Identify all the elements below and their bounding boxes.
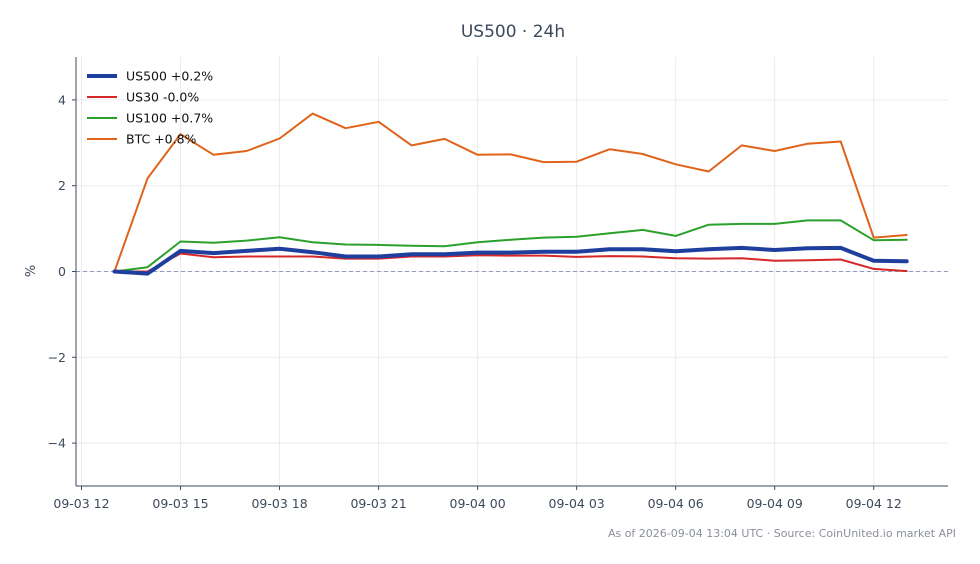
series-lines xyxy=(112,112,909,276)
x-tick-label: 09-03 21 xyxy=(350,496,406,511)
y-tick-label: 4 xyxy=(58,92,66,107)
series-line-1 xyxy=(112,245,909,276)
series-line-3 xyxy=(113,219,908,273)
y-ticks: −4 −2 0 2 4 xyxy=(48,92,76,451)
legend: US500 +0.2% US30 -0.0% US100 +0.7% BTC +0.8… xyxy=(87,69,213,147)
x-tick-label: 09-04 00 xyxy=(450,496,506,511)
x-tick-label: 09-04 12 xyxy=(846,496,902,511)
y-tick-label: −2 xyxy=(48,350,66,365)
x-tick-label: 09-04 09 xyxy=(747,496,803,511)
y-tick-label: −4 xyxy=(48,436,66,451)
chart-title: US500 · 24h xyxy=(461,22,565,42)
y-tick-label: 0 xyxy=(58,264,66,279)
source-footer: As of 2026-09-04 13:04 UTC · Source: Coi… xyxy=(608,527,956,540)
x-tick-label: 09-03 18 xyxy=(251,496,307,511)
x-tick-label: 09-04 06 xyxy=(648,496,704,511)
x-tick-label: 09-03 12 xyxy=(53,496,109,511)
x-ticks: 09-03 12 09-03 15 09-03 18 09-03 21 09-04 00… xyxy=(53,486,902,511)
series-line-4 xyxy=(113,112,908,273)
legend-label-2: US30 -0.0% xyxy=(126,90,199,105)
y-axis-label: % xyxy=(24,265,39,277)
y-tick-label: 2 xyxy=(58,178,66,193)
series-line-2 xyxy=(113,252,908,273)
legend-label-1: US500 +0.2% xyxy=(126,69,213,84)
legend-label-4: BTC +0.8% xyxy=(126,132,197,147)
x-tick-label: 09-04 03 xyxy=(549,496,605,511)
legend-label-3: US100 +0.7% xyxy=(126,111,213,126)
x-tick-label: 09-03 15 xyxy=(152,496,208,511)
